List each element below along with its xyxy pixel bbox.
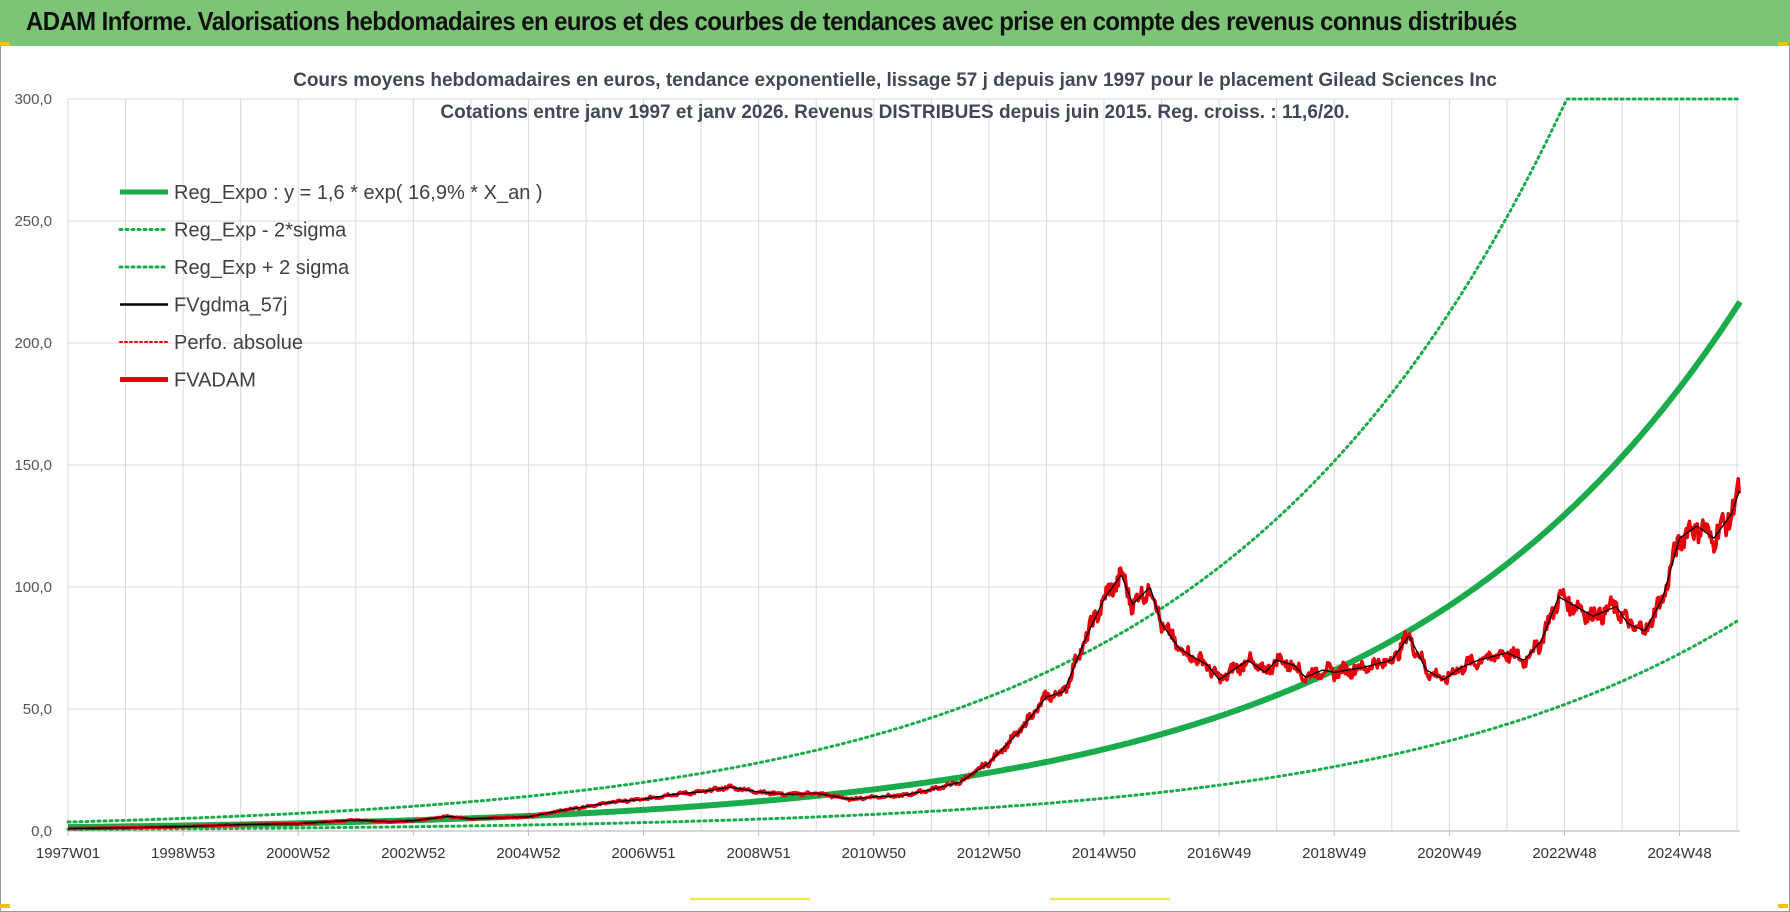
x-tick-label: 2016W49 <box>1187 845 1251 862</box>
chart-title-line2: Cotations entre janv 1997 et janv 2026. … <box>440 102 1349 123</box>
x-tick-label: 2002W52 <box>381 845 445 862</box>
x-tick-label: 2010W50 <box>842 845 906 862</box>
chart-title-group: Cours moyens hebdomadaires en euros, ten… <box>293 70 1497 123</box>
x-tick-label: 2020W49 <box>1417 845 1481 862</box>
legend-entry-label: Reg_Exp - 2*sigma <box>174 220 347 242</box>
y-tick-label: 0,0 <box>31 823 52 840</box>
corner-marker-left <box>0 42 10 46</box>
corner-marker-bottom-left <box>0 904 10 908</box>
y-tick-label: 200,0 <box>14 335 52 352</box>
legend-entry-label: Perfo. absolue <box>174 332 303 354</box>
series-reg-expo <box>68 300 1743 831</box>
x-tick-label: 2000W52 <box>266 845 330 862</box>
series-reg-exp-minus-2-sigma <box>66 617 1742 831</box>
x-tick-label: 2004W52 <box>496 845 560 862</box>
series-fvgdma-57j <box>67 491 1740 830</box>
x-tick-label: 2012W50 <box>957 845 1021 862</box>
x-tick-label: 1997W01 <box>36 845 100 862</box>
line-chart: 0,0 50,0 100,0 150,0 200,0 250,0 300,0 1997W01 1… <box>14 70 1743 862</box>
legend-entry-label: FVgdma_57j <box>174 295 287 317</box>
corner-marker-bottom-right <box>1778 904 1788 908</box>
chart-title-line1: Cours moyens hebdomadaires en euros, ten… <box>293 70 1497 91</box>
legend-entry-label: Reg_Exp + 2 sigma <box>174 257 350 279</box>
series-fvadam <box>67 477 1742 831</box>
x-tick-label: 2024W48 <box>1647 845 1711 862</box>
x-tick-label: 2022W48 <box>1532 845 1596 862</box>
x-tick-label: 2014W50 <box>1072 845 1136 862</box>
y-tick-label: 150,0 <box>14 457 52 474</box>
report-banner: ADAM Informe. Valorisations hebdomadaire… <box>0 0 1790 46</box>
decorative-mark <box>690 898 810 900</box>
legend-entry-label: FVADAM <box>174 370 256 392</box>
axes: 0,0 50,0 100,0 150,0 200,0 250,0 300,0 1997W01 1… <box>14 91 1740 862</box>
grid <box>67 98 1740 832</box>
x-tick-label: 1998W53 <box>151 845 215 862</box>
series-layer <box>66 97 1743 831</box>
y-tick-label: 50,0 <box>23 701 52 718</box>
x-tick-label: 2018W49 <box>1302 845 1366 862</box>
corner-marker-right <box>1778 42 1788 46</box>
x-tick-label: 2006W51 <box>611 845 675 862</box>
decorative-mark <box>1050 898 1170 900</box>
x-tick-label: 2008W51 <box>727 845 791 862</box>
y-tick-label: 100,0 <box>14 579 52 596</box>
legend: Reg_Expo : y = 1,6 * exp( 16,9% * X_an )… <box>118 182 543 392</box>
report-title: ADAM Informe. Valorisations hebdomadaire… <box>26 6 1517 36</box>
series-reg-exp-plus-2-sigma <box>66 97 1742 824</box>
legend-entry-label: Reg_Expo : y = 1,6 * exp( 16,9% * X_an ) <box>174 182 543 204</box>
y-tick-label: 300,0 <box>14 91 52 108</box>
y-tick-label: 250,0 <box>14 213 52 230</box>
